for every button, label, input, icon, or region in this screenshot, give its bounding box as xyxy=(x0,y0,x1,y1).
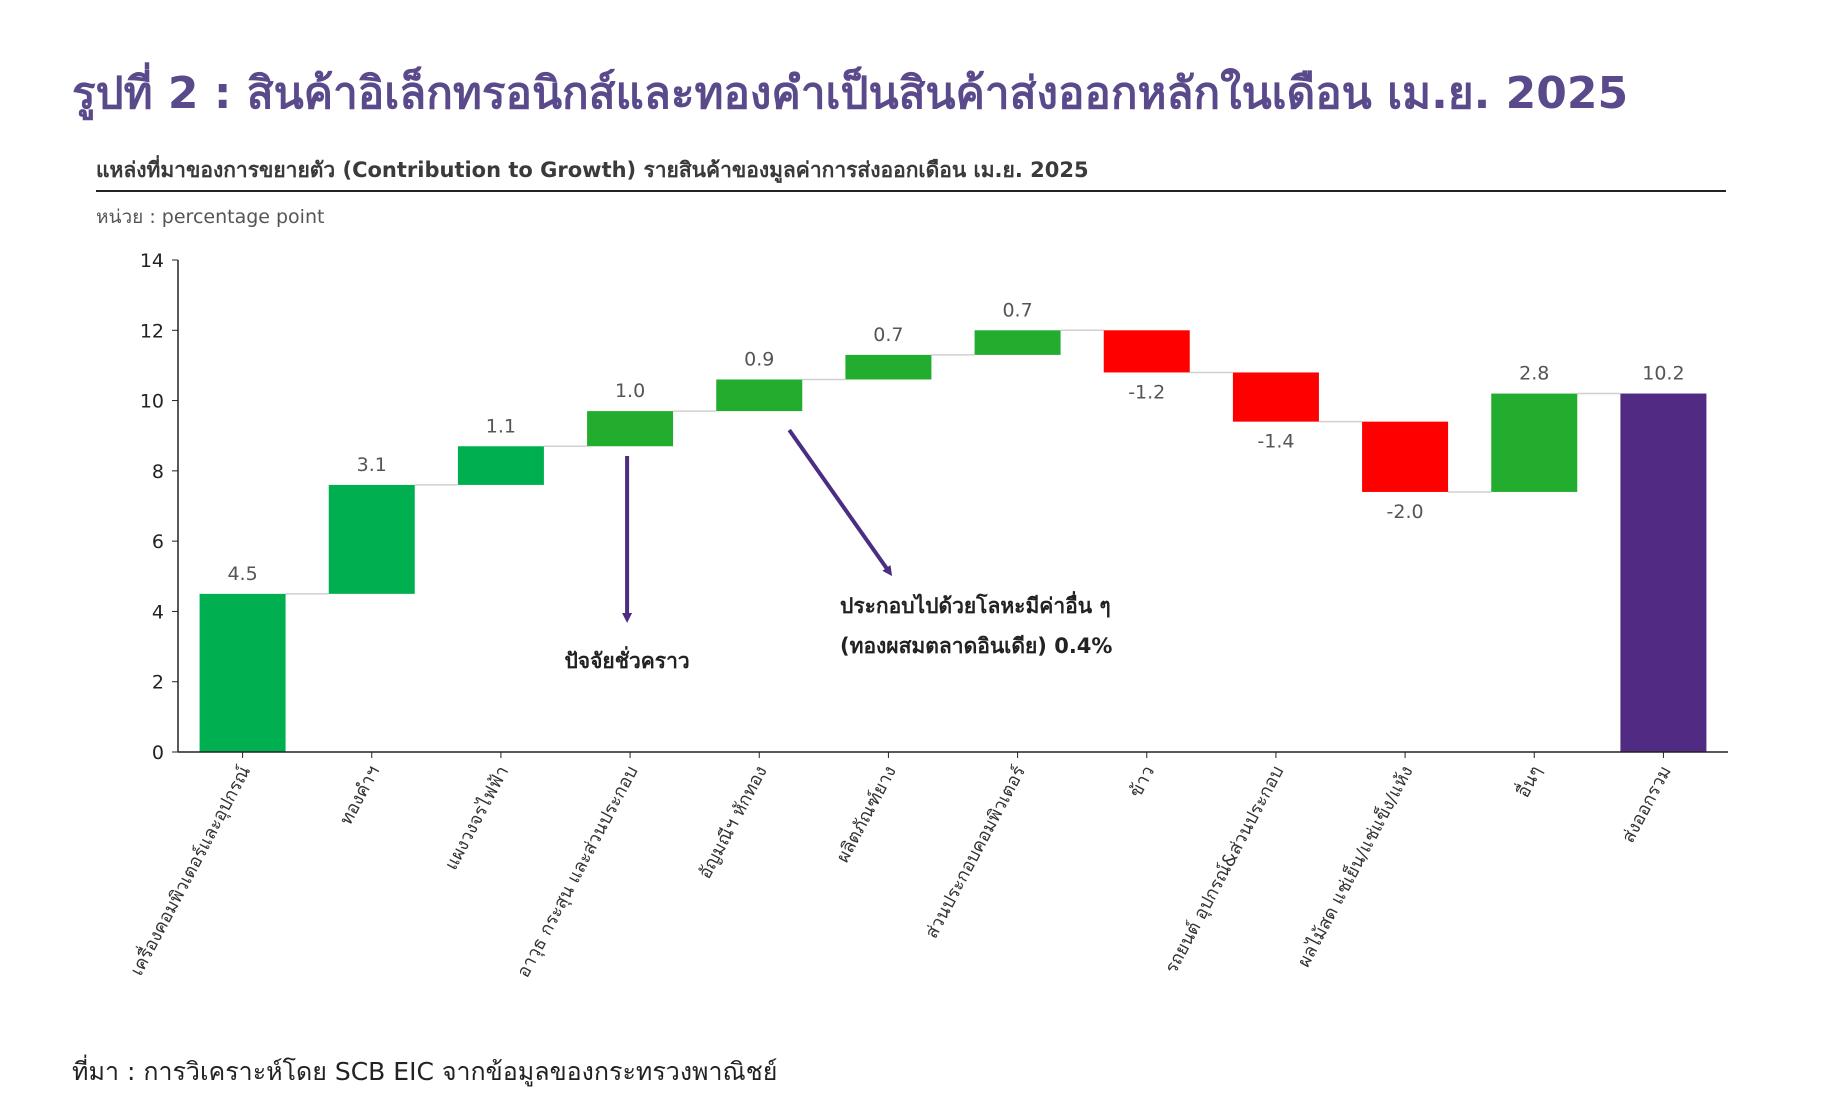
category-label-3: อาวุธ กระสุน และส่วนประกอบ xyxy=(513,762,643,981)
value-label-4: 0.9 xyxy=(744,348,774,370)
category-label-6: ส่วนประกอบคอมพิวเตอร์ xyxy=(921,762,1030,942)
value-label-9: -2.0 xyxy=(1387,501,1424,523)
page-title: รูปที่ 2 : สินค้าอิเล็กทรอนิกส์และทองคำเ… xyxy=(72,68,1629,119)
value-label-5: 0.7 xyxy=(873,324,903,346)
value-label-1: 3.1 xyxy=(357,454,387,476)
y-tick-label-8: 8 xyxy=(152,461,164,483)
value-label-3: 1.0 xyxy=(615,380,645,402)
y-tick-label-4: 4 xyxy=(152,601,164,623)
category-label-4: อัญมณีฯ หักทอง xyxy=(695,762,772,882)
bar-0 xyxy=(199,593,286,752)
bar-3 xyxy=(587,411,674,447)
bar-1 xyxy=(328,484,415,594)
category-label-11: ส่งออกรวม xyxy=(1618,762,1676,846)
unit-label: หน่วย : percentage point xyxy=(96,206,325,228)
value-label-11: 10.2 xyxy=(1642,363,1684,385)
waterfall-chart: 4.5 3.1 1.1 1.0 0.9 0.7 0.7 -1.2 -1.4 -2.0 2.8 10.2… xyxy=(124,250,1728,981)
y-tick-label-12: 12 xyxy=(140,320,164,342)
bar-4 xyxy=(716,379,803,412)
value-label-0: 4.5 xyxy=(227,563,257,585)
annotation-temporary-factor: ปัจจัยชั่วคราว xyxy=(564,645,689,673)
category-label-0: เครื่องคอมพิวเตอร์และอุปกรณ์ xyxy=(124,761,255,979)
value-label-8: -1.4 xyxy=(1257,431,1294,453)
bar-6 xyxy=(974,330,1061,355)
category-label-9: ผลไม้สด แช่เย็น/แช่แข็ง/แห้ง xyxy=(1292,762,1418,971)
y-tick-label-0: 0 xyxy=(152,742,164,764)
annotation-gold-line2: (ทองผสมตลาดอินเดีย) 0.4% xyxy=(840,634,1112,658)
category-label-2: แผงวงจรไฟฟ้า xyxy=(440,762,513,874)
bar-7 xyxy=(1103,330,1190,373)
category-label-7: ข้าว xyxy=(1125,762,1159,801)
category-label-1: ทองคำฯ xyxy=(336,762,384,828)
y-tick-label-14: 14 xyxy=(140,250,164,272)
bar-11 xyxy=(1620,393,1707,752)
value-label-7: -1.2 xyxy=(1128,381,1165,403)
title-divider xyxy=(96,190,1726,192)
category-label-10: อื่นๆ xyxy=(1510,761,1547,801)
category-label-5: ผลิตภัณฑ์ยาง xyxy=(832,762,900,866)
bar-2 xyxy=(457,446,544,485)
y-tick-label-10: 10 xyxy=(140,391,164,413)
value-label-6: 0.7 xyxy=(1002,299,1032,321)
bar-8 xyxy=(1232,372,1319,422)
chart-subtitle: แหล่งที่มาของการขยายตัว (Contribution to… xyxy=(96,158,1089,182)
annotation-gold-line1: ประกอบไปด้วยโลหะมีค่าอื่น ๆ xyxy=(840,590,1111,618)
value-label-2: 1.1 xyxy=(486,415,516,437)
y-tick-label-6: 6 xyxy=(152,531,164,553)
annotation-arrow-gold xyxy=(787,428,893,577)
y-tick-label-2: 2 xyxy=(152,672,164,694)
bar-10 xyxy=(1491,393,1578,492)
source-note: ที่มา : การวิเคราะห์โดย SCB EIC จากข้อมู… xyxy=(72,1057,778,1086)
category-label-8: รถยนต์ อุปกรณ์&ส่วนประกอบ xyxy=(1161,762,1288,976)
bar-5 xyxy=(845,354,932,380)
bar-9 xyxy=(1362,421,1449,492)
value-label-10: 2.8 xyxy=(1519,363,1549,385)
